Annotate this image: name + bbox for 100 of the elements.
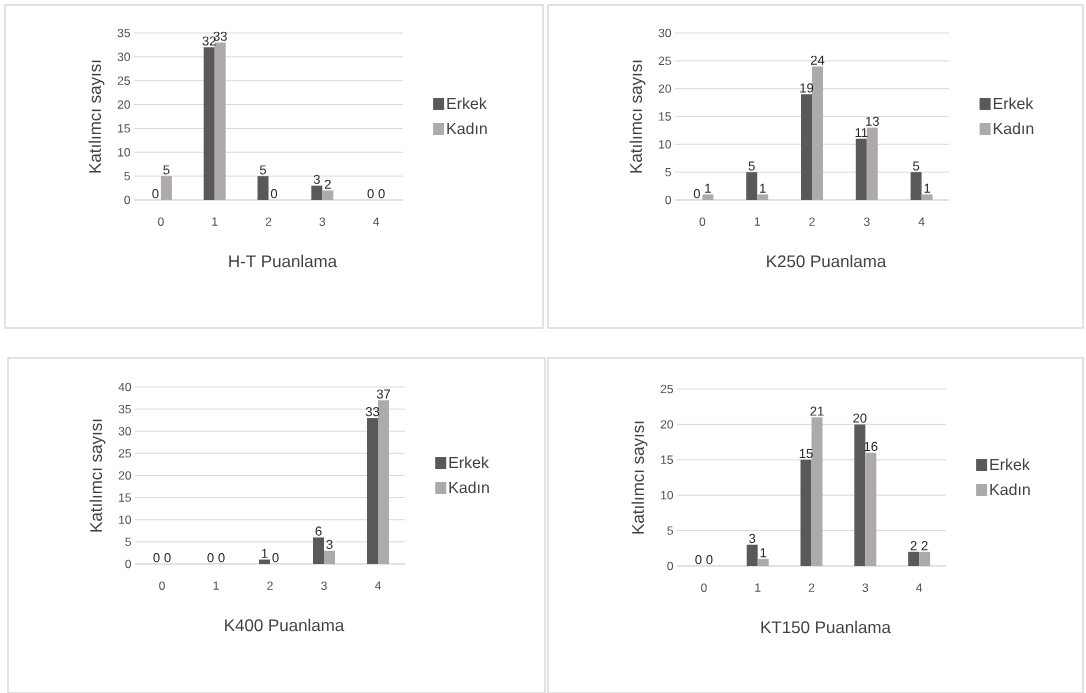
y-tick-label: 0 [667,561,674,571]
y-tick-label: 10 [661,490,674,500]
bar [160,176,172,200]
legend-label: Kadın [447,122,487,135]
bar [866,127,878,200]
bar [746,544,758,566]
data-label: 20 [853,413,867,423]
bar [324,550,336,564]
bar [854,424,866,566]
bar [812,66,824,200]
data-label: 0 [152,189,159,199]
bar [865,452,877,566]
y-tick-label: 30 [658,28,672,38]
y-axis-title: Katılımcı sayısı [88,60,105,173]
y-tick-label: 0 [125,559,132,569]
data-label: 33 [365,407,380,417]
data-label: 5 [748,161,755,171]
data-label: 0 [695,555,702,565]
y-tick-label: 25 [117,76,130,85]
y-tick-label: 10 [118,148,131,157]
bar [800,459,812,566]
bar [855,138,867,200]
x-tick-label: 0 [159,581,165,590]
y-tick-label: 15 [119,493,131,502]
legend-label: Erkek [447,97,487,110]
legend-label: Kadın [449,481,489,494]
bar [367,417,379,564]
y-tick-label: 10 [119,515,132,524]
x-tick-label: 1 [755,583,761,592]
y-tick-label: 40 [118,382,132,392]
data-label: 5 [163,165,170,175]
y-tick-label: 5 [667,526,673,535]
y-tick-label: 35 [117,28,130,38]
data-label: 1 [760,548,767,558]
data-label: 0 [272,553,279,563]
x-tick-label: 2 [267,581,273,590]
bar [919,551,931,566]
y-tick-label: 15 [118,124,130,133]
data-label: 2 [910,541,917,551]
x-tick-label: 4 [373,217,380,226]
x-axis-title: KT150 Puanlama [761,620,891,634]
data-label: 24 [810,55,825,65]
x-axis-title: K250 Puanlama [767,254,887,268]
x-tick-label: 1 [754,217,760,226]
x-tick-label: 1 [213,581,219,590]
legend-label: Erkek [449,456,489,469]
legend-label: Erkek [990,458,1030,471]
y-tick-label: 25 [658,56,671,66]
data-label: 0 [706,555,713,565]
legend-label: Erkek [993,97,1034,110]
legend-label: Kadın [990,483,1030,496]
data-label: 0 [378,189,385,199]
x-tick-label: 2 [809,217,815,226]
y-tick-label: 30 [118,427,132,436]
y-tick-label: 20 [658,84,672,93]
y-tick-label: 20 [660,420,674,429]
data-label: 2 [324,179,331,189]
y-axis-title: Katılımcı sayısı [629,60,646,173]
y-tick-label: 25 [660,384,673,394]
data-label: 6 [315,526,322,536]
data-label: 3 [326,539,333,550]
data-label: 37 [376,389,391,399]
data-label: 21 [810,406,824,416]
legend-label: Kadın [993,122,1034,135]
data-label: 19 [800,83,814,93]
x-tick-label: 3 [321,581,327,590]
bar [257,176,269,200]
bar [322,190,334,200]
x-tick-label: 3 [319,217,326,226]
x-tick-label: 0 [701,583,707,592]
data-label: 2 [921,541,928,551]
x-tick-label: 0 [158,217,164,226]
y-tick-label: 10 [659,140,672,149]
x-axis-title: H-T Puanlama [229,254,338,268]
data-label: 5 [259,165,267,175]
y-tick-label: 35 [118,404,131,414]
data-label: 0 [693,189,701,199]
data-label: 0 [164,553,171,563]
bar [746,172,758,200]
data-label: 1 [705,183,711,193]
bar [757,194,769,200]
x-axis-title: K400 Puanlama [225,618,345,632]
y-tick-label: 5 [124,171,130,181]
bar [757,558,769,566]
y-axis-title: Katılımcı sayısı [89,419,106,532]
y-tick-label: 0 [124,195,131,205]
bar [311,185,323,200]
data-label: 0 [270,189,278,199]
data-label: 1 [760,183,766,193]
data-label: 1 [924,183,931,193]
bar [908,551,920,566]
data-label: 0 [207,553,214,563]
x-tick-label: 3 [862,583,869,592]
y-tick-label: 15 [659,112,671,121]
y-axis-title: Katılımcı sayısı [631,421,648,534]
bar [811,417,823,566]
x-tick-label: 4 [374,581,381,590]
y-tick-label: 5 [665,167,671,177]
bar [801,94,813,200]
bar [214,42,226,200]
